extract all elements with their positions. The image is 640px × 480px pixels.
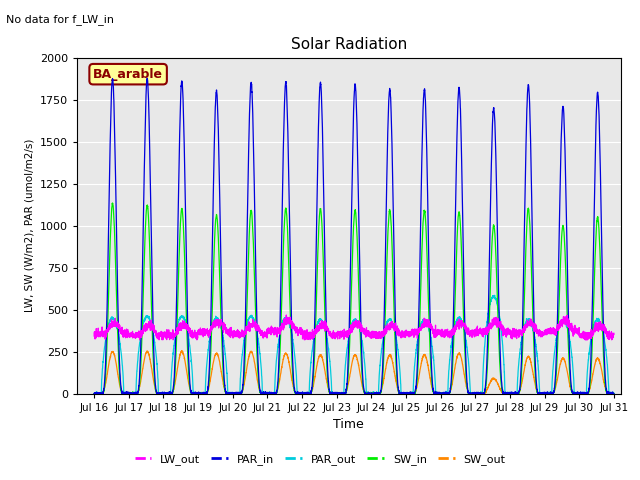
Legend: LW_out, PAR_in, PAR_out, SW_in, SW_out: LW_out, PAR_in, PAR_out, SW_in, SW_out: [130, 450, 510, 469]
Title: Solar Radiation: Solar Radiation: [291, 37, 407, 52]
Text: BA_arable: BA_arable: [93, 68, 163, 81]
X-axis label: Time: Time: [333, 418, 364, 431]
Text: No data for f_LW_in: No data for f_LW_in: [6, 14, 115, 25]
Y-axis label: LW, SW (W/m2), PAR (umol/m2/s): LW, SW (W/m2), PAR (umol/m2/s): [24, 139, 34, 312]
